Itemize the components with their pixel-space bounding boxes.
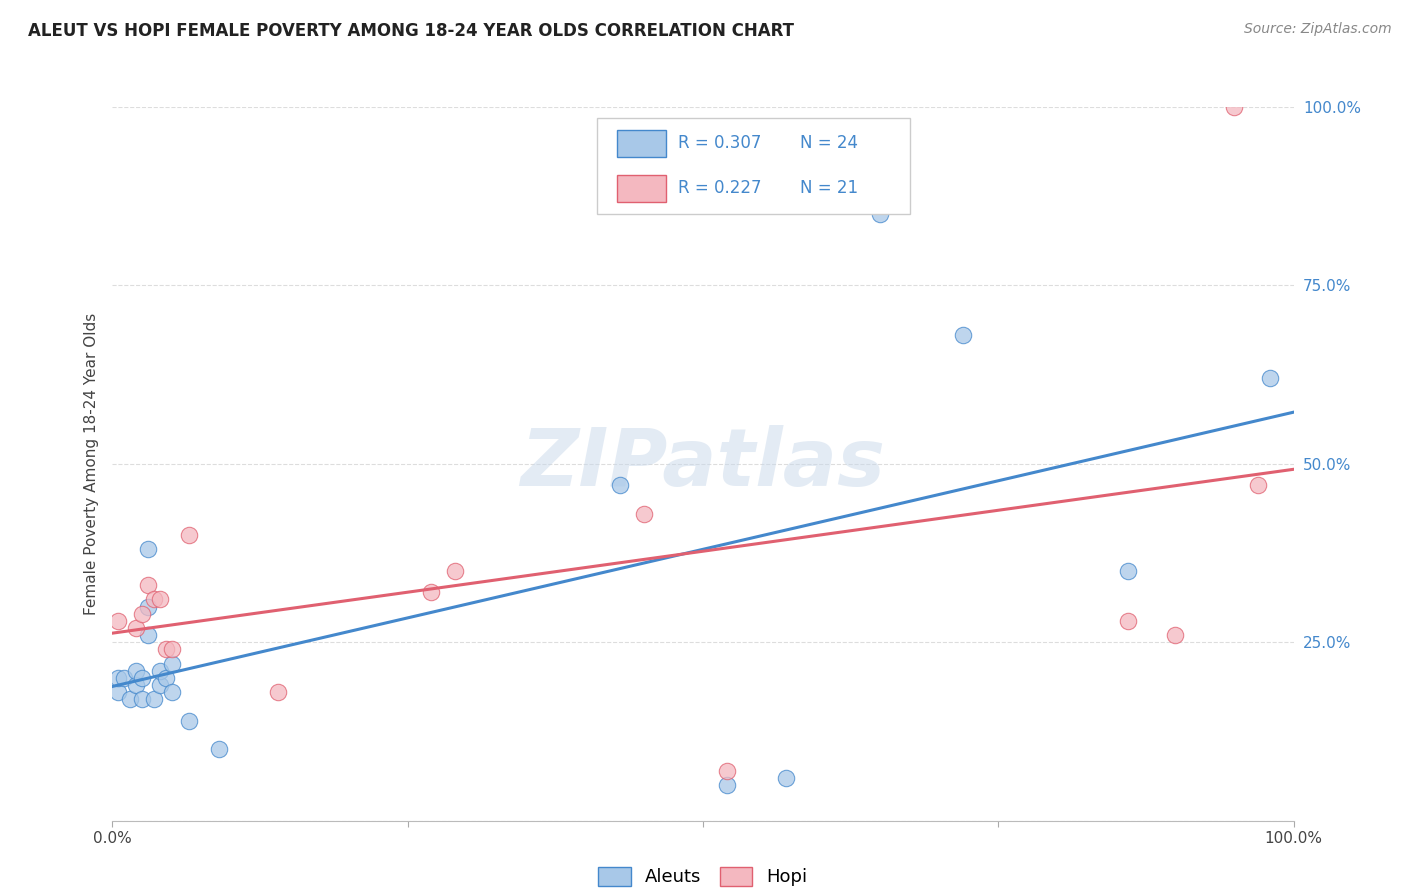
Point [112, 671, 135, 685]
FancyBboxPatch shape [617, 130, 666, 157]
Point [179, 528, 201, 542]
Point [155, 642, 177, 657]
FancyBboxPatch shape [596, 118, 910, 214]
Point [149, 664, 172, 678]
FancyBboxPatch shape [617, 175, 666, 202]
Point [1223, 100, 1246, 114]
Point [136, 628, 159, 642]
Point [149, 678, 172, 692]
Text: N = 21: N = 21 [800, 179, 858, 197]
Point [125, 678, 148, 692]
Text: N = 24: N = 24 [800, 135, 858, 153]
Point [208, 742, 231, 756]
Point [107, 614, 129, 628]
Point [131, 671, 153, 685]
Point [633, 507, 655, 521]
Point [179, 714, 201, 728]
Point [1258, 371, 1281, 385]
Point [131, 607, 153, 621]
Text: R = 0.227: R = 0.227 [678, 179, 762, 197]
Point [1247, 478, 1270, 492]
Point [267, 685, 290, 699]
Point [716, 764, 738, 778]
Point [444, 564, 467, 578]
Text: R = 0.307: R = 0.307 [678, 135, 762, 153]
Point [136, 599, 159, 614]
Point [775, 771, 797, 785]
Point [142, 592, 165, 607]
Point [952, 328, 974, 343]
Point [120, 692, 142, 706]
Point [420, 585, 443, 599]
Point [160, 642, 183, 657]
Legend: Aleuts, Hopi: Aleuts, Hopi [591, 860, 815, 892]
Point [160, 657, 183, 671]
Point [1116, 614, 1139, 628]
Point [125, 621, 148, 635]
Text: ALEUT VS HOPI FEMALE POVERTY AMONG 18-24 YEAR OLDS CORRELATION CHART: ALEUT VS HOPI FEMALE POVERTY AMONG 18-24… [28, 22, 794, 40]
Y-axis label: Female Poverty Among 18-24 Year Olds: Female Poverty Among 18-24 Year Olds [83, 313, 98, 615]
Point [160, 685, 183, 699]
Point [131, 692, 153, 706]
Point [869, 207, 891, 221]
Text: Source: ZipAtlas.com: Source: ZipAtlas.com [1244, 22, 1392, 37]
Point [149, 592, 172, 607]
Point [107, 671, 129, 685]
Point [1116, 564, 1139, 578]
Text: ZIPatlas: ZIPatlas [520, 425, 886, 503]
Point [155, 671, 177, 685]
Point [609, 478, 631, 492]
Point [142, 692, 165, 706]
Point [1164, 628, 1187, 642]
Point [107, 685, 129, 699]
Point [136, 542, 159, 557]
Point [716, 778, 738, 792]
Point [125, 664, 148, 678]
Point [136, 578, 159, 592]
